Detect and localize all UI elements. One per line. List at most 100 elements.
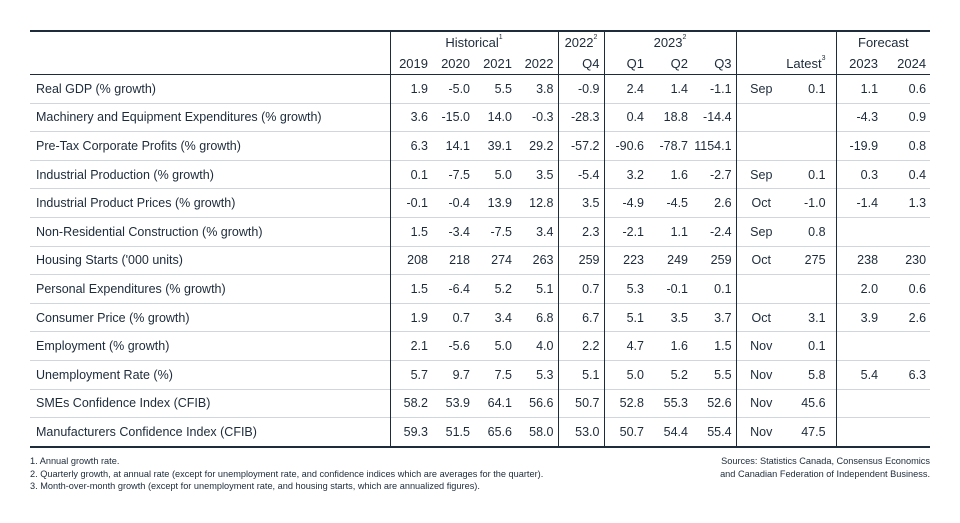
cell-2023-q1: 3.2 — [603, 159, 648, 189]
cell-2022: 58.0 — [516, 417, 558, 448]
cell-2022-q4: -5.4 — [557, 159, 604, 189]
cell-2023-q3: 259 — [692, 245, 737, 275]
sources-note: Sources: Statistics Canada, Consensus Ec… — [720, 455, 930, 480]
year-2023-header: 20232 — [603, 30, 737, 53]
cell-latest-value: 0.8 — [786, 216, 837, 247]
cell-2023-q3: 2.6 — [692, 188, 737, 218]
cell-2019: 1.5 — [389, 274, 432, 304]
cell-2023-q3: 1154.1 — [692, 131, 737, 161]
cell-2022-q4: 259 — [557, 245, 604, 275]
cell-2019: 0.1 — [389, 159, 432, 189]
cell-forecast-2024: 2.6 — [882, 302, 931, 332]
sources-line-1: Sources: Statistics Canada, Consensus Ec… — [721, 456, 930, 466]
table-row: Industrial Production (% growth) 0.1 -7.5 5… — [30, 159, 931, 189]
cell-latest-month: Sep — [735, 159, 787, 189]
cell-2020: -0.4 — [432, 188, 474, 218]
cell-2020: 0.7 — [432, 302, 474, 332]
cell-2021: 13.9 — [474, 188, 516, 218]
row-label: Industrial Product Prices (% growth) — [30, 188, 390, 218]
cell-2022-q4: -57.2 — [557, 131, 604, 161]
cell-forecast-2023: 5.4 — [835, 359, 883, 390]
cell-2023-q3: -14.4 — [692, 102, 737, 132]
cell-latest-month: Sep — [735, 74, 787, 104]
cell-forecast-2024: 1.3 — [882, 188, 931, 218]
cell-2023-q1: 4.7 — [603, 331, 648, 361]
cell-2021: 5.0 — [474, 331, 516, 361]
cell-2022: 5.1 — [516, 274, 558, 304]
row-label: Non-Residential Construction (% growth) — [30, 216, 390, 247]
cell-2023-q1: 5.0 — [603, 359, 648, 390]
table-body: Real GDP (% growth) 1.9 -5.0 5.5 3.8 -0.9 2.4 1… — [30, 74, 931, 448]
row-label: SMEs Confidence Index (CFIB) — [30, 388, 390, 418]
cell-2023-q2: -78.7 — [648, 131, 692, 161]
cell-2019: 59.3 — [389, 417, 432, 448]
cell-latest-value: 0.1 — [786, 74, 837, 104]
cell-2021: 64.1 — [474, 388, 516, 418]
col-header-forecast-2024: 2024 — [897, 56, 927, 71]
col-header-q3: Q3 — [714, 56, 732, 71]
table-row: Manufacturers Confidence Index (CFIB) 59.… — [30, 417, 931, 448]
table-row: Unemployment Rate (%) 5.7 9.7 7.5 5.3 5.1 5.0 5… — [30, 359, 931, 390]
sources-line-2: and Canadian Federation of Independent B… — [720, 468, 930, 479]
cell-2022-q4: -28.3 — [557, 102, 604, 132]
cell-latest-month — [735, 274, 787, 304]
cell-2020: 14.1 — [432, 131, 474, 161]
cell-2023-q3: -2.4 — [692, 216, 737, 247]
cell-2021: -7.5 — [474, 216, 516, 247]
cell-2023-q2: -0.1 — [648, 274, 692, 304]
cell-forecast-2023: -1.4 — [835, 188, 883, 218]
table-row: Industrial Product Prices (% growth) -0.1… — [30, 188, 931, 218]
footnote-1: 1. Annual growth rate. — [30, 456, 120, 466]
table-row: Machinery and Equipment Expenditures (% … — [30, 102, 931, 132]
cell-forecast-2024 — [882, 417, 931, 448]
cell-forecast-2023 — [835, 388, 883, 418]
cell-2023-q2: 18.8 — [648, 102, 692, 132]
col-header-2020: 2020 — [441, 56, 470, 71]
cell-latest-value: 0.1 — [786, 331, 837, 361]
cell-2020: 9.7 — [432, 359, 474, 390]
footnote-3: 3. Month-over-month growth (except for u… — [30, 481, 480, 491]
cell-2020: -6.4 — [432, 274, 474, 304]
cell-latest-month: Sep — [735, 216, 787, 247]
cell-2021: 5.0 — [474, 159, 516, 189]
cell-latest-month: Nov — [735, 359, 787, 390]
cell-2022-q4: 0.7 — [557, 274, 604, 304]
cell-forecast-2023: -19.9 — [835, 131, 883, 161]
cell-2022: 29.2 — [516, 131, 558, 161]
cell-forecast-2023: 0.3 — [835, 159, 883, 189]
footnotes: 1. Annual growth rate. 2. Quarterly grow… — [30, 455, 543, 493]
cell-2019: -0.1 — [389, 188, 432, 218]
indicators-table-container: Historical1 20222 20232 Forecast 2019 20… — [30, 30, 931, 448]
cell-2022: 4.0 — [516, 331, 558, 361]
cell-forecast-2023 — [835, 331, 883, 361]
cell-2023-q3: 1.5 — [692, 331, 737, 361]
cell-2020: 218 — [432, 245, 474, 275]
row-label: Manufacturers Confidence Index (CFIB) — [30, 417, 390, 448]
cell-forecast-2023: 2.0 — [835, 274, 883, 304]
cell-2019: 3.6 — [389, 102, 432, 132]
cell-2021: 39.1 — [474, 131, 516, 161]
cell-2023-q2: 55.3 — [648, 388, 692, 418]
economic-indicators-table: Historical1 20222 20232 Forecast 2019 20… — [30, 30, 931, 448]
cell-2020: -5.6 — [432, 331, 474, 361]
cell-2020: -7.5 — [432, 159, 474, 189]
col-header-q2: Q2 — [670, 56, 688, 71]
cell-2020: 51.5 — [432, 417, 474, 448]
cell-2019: 5.7 — [389, 359, 432, 390]
cell-forecast-2024: 6.3 — [882, 359, 931, 390]
cell-2020: -3.4 — [432, 216, 474, 247]
cell-forecast-2024: 0.4 — [882, 159, 931, 189]
cell-2020: -5.0 — [432, 74, 474, 104]
col-header-2022: 2022 — [524, 56, 554, 71]
table-row: Pre-Tax Corporate Profits (% growth) 6.3 1… — [30, 131, 931, 161]
year-2022-header: 20222 — [557, 30, 604, 53]
cell-2019: 1.5 — [389, 216, 432, 247]
table-row: Employment (% growth) 2.1 -5.6 5.0 4.0 2.2 4.7… — [30, 331, 931, 361]
cell-latest-month — [735, 102, 787, 132]
cell-2023-q2: 249 — [648, 245, 692, 275]
cell-2022: 3.4 — [516, 216, 558, 247]
cell-2023-q1: 5.3 — [603, 274, 648, 304]
col-header-q4: Q4 — [557, 53, 604, 75]
cell-2023-q1: 0.4 — [603, 102, 648, 132]
forecast-group-header: Forecast — [835, 30, 931, 53]
